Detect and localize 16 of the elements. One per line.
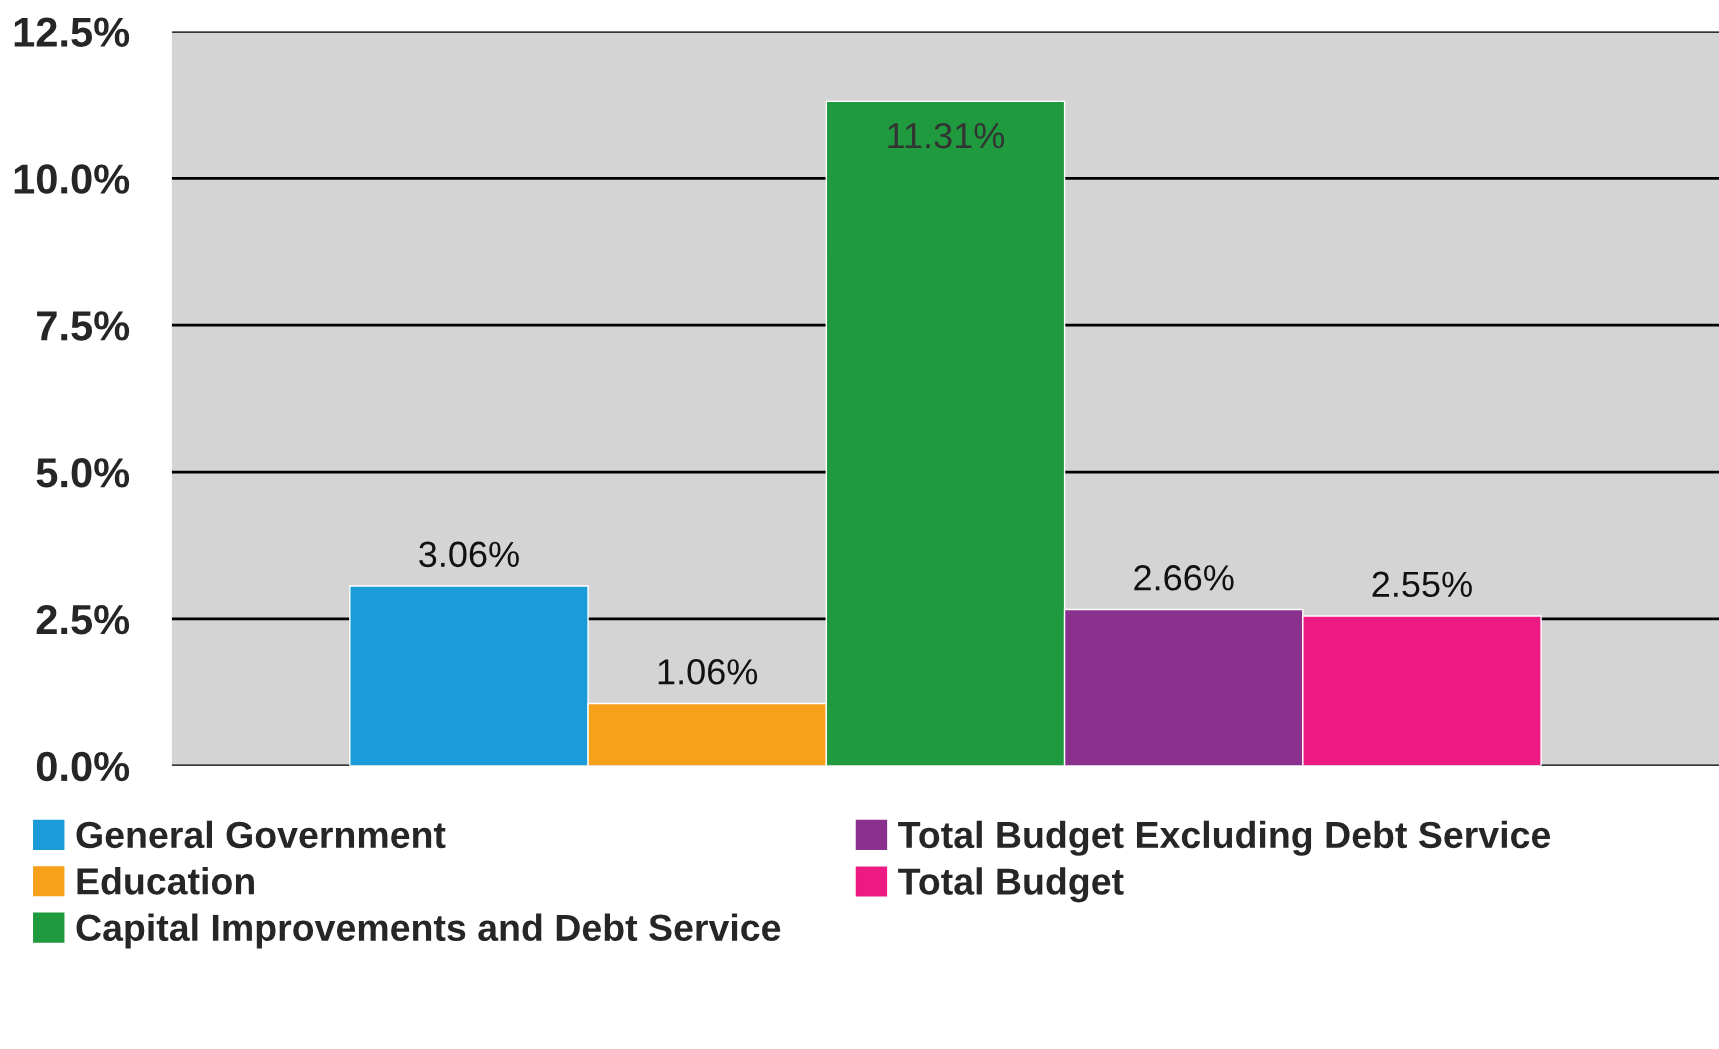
data-label: 2.66% [1134,565,1234,591]
legend-label: Total Budget [898,867,1124,903]
legend-label: Total Budget Excluding Debt Service [898,820,1550,856]
y-tick-label: 5.0% [36,458,130,488]
legend-label: General Government [76,820,446,849]
legend-label: Capital Improvements and Debt Service [76,913,781,949]
y-tick-label: 2.5% [36,604,130,635]
legend-label: Education [77,867,254,895]
data-label: 1.06% [658,659,758,685]
data-label: 11.31% [888,122,1005,149]
data-label: 3.06% [419,541,519,568]
data-label: 2.55% [1372,571,1472,598]
y-tick-label: 0.0% [36,751,130,782]
y-tick-label: 7.5% [37,311,130,341]
y-tick-label: 10.0% [14,164,130,194]
y-tick-label: 12.5% [14,17,130,47]
